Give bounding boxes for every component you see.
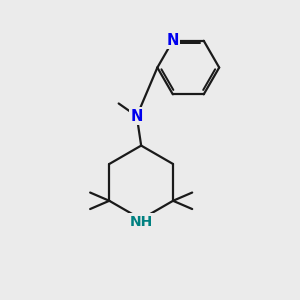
Text: NH: NH	[130, 214, 153, 229]
Text: N: N	[167, 33, 179, 48]
Text: N: N	[130, 109, 143, 124]
